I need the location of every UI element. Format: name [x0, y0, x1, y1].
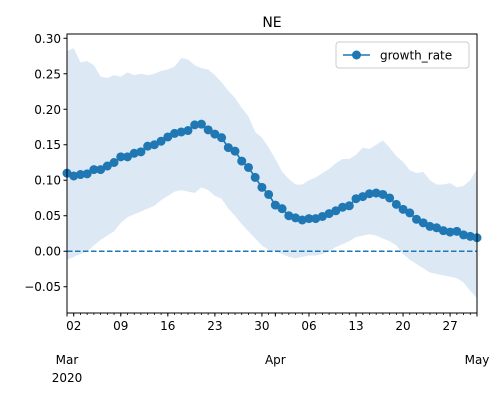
growth-rate-point	[459, 230, 469, 240]
x-week-label: 20	[395, 319, 410, 333]
growth-rate-point	[317, 211, 327, 221]
growth-rate-point	[203, 125, 213, 135]
growth-rate-point	[143, 141, 153, 151]
x-week-label: 06	[301, 319, 316, 333]
x-axis-ticks: 02 09 16 23 30 06 13 20 27 Mar 2020 Apr May	[52, 313, 490, 385]
growth-rate-point	[69, 171, 79, 181]
growth-rate-point	[270, 200, 280, 210]
legend: growth_rate	[335, 41, 470, 69]
growth-rate-point	[358, 192, 368, 202]
growth-rate-point	[210, 129, 220, 139]
growth-rate-point	[324, 209, 334, 219]
y-tick-label: 0.25	[34, 67, 61, 81]
x-week-label: 16	[160, 319, 175, 333]
growth-rate-point	[445, 227, 455, 237]
series-layer	[62, 119, 482, 243]
x-month-label: Mar	[56, 353, 79, 367]
growth-rate-point	[82, 169, 92, 179]
growth-rate-point	[136, 147, 146, 157]
growth-rate-point	[149, 140, 159, 150]
growth-rate-point	[304, 214, 314, 224]
growth-rate-point	[378, 189, 388, 199]
growth-rate-point	[391, 199, 401, 209]
growth-rate-point	[465, 231, 475, 241]
growth-rate-point	[425, 221, 435, 231]
growth-rate-point	[96, 165, 106, 175]
axes-layer	[66, 33, 478, 314]
legend-frame	[335, 41, 470, 69]
y-tick-label: 0.00	[34, 245, 61, 259]
growth-rate-point	[89, 165, 99, 175]
growth-rate-point	[257, 182, 267, 192]
growth-rate-point	[344, 201, 354, 211]
legend-marker-swatch	[352, 50, 361, 60]
growth-rate-point	[176, 127, 186, 137]
growth-rate-point	[102, 161, 112, 171]
growth-rate-point	[116, 152, 126, 162]
x-week-label: 02	[66, 319, 81, 333]
growth-rate-point	[398, 204, 408, 214]
y-axis-ticks: −0.05 0.00 0.05 0.10 0.15 0.20 0.25 0.30	[24, 32, 67, 294]
growth-rate-point	[250, 172, 260, 182]
growth-rate-point	[170, 128, 180, 138]
growth-rate-point	[223, 143, 233, 153]
plot-area-frame	[66, 33, 478, 314]
growth-rate-point	[196, 119, 206, 129]
growth-rate-point	[122, 152, 132, 162]
y-tick-label: 0.10	[34, 174, 61, 188]
legend-entry-label: growth_rate	[380, 49, 452, 63]
growth-rate-point	[264, 189, 274, 199]
growth-rate-point	[230, 146, 240, 156]
x-year-label: 2020	[52, 371, 83, 385]
growth-rate-point	[183, 126, 193, 136]
x-week-label: 27	[442, 319, 457, 333]
growth-rate-point	[156, 136, 166, 146]
y-tick-label: 0.15	[34, 138, 61, 152]
growth-rate-point	[109, 158, 119, 167]
growth-rate-point	[371, 188, 381, 198]
y-tick-label: 0.05	[34, 209, 61, 223]
growth-rate-point	[364, 189, 374, 199]
growth-rate-point	[338, 202, 348, 212]
y-tick-label: −0.05	[24, 280, 61, 294]
growth-rate-point	[418, 218, 428, 228]
growth-rate-point	[217, 133, 227, 143]
growth-rate-point	[237, 156, 247, 166]
growth-rate-point	[412, 214, 422, 224]
growth-rate-point	[277, 204, 287, 214]
growth-rate-point	[243, 162, 253, 172]
chart-title: NE	[262, 15, 281, 31]
growth-rate-point	[297, 215, 307, 225]
x-week-label: 23	[207, 319, 222, 333]
y-tick-label: 0.20	[34, 103, 61, 117]
growth-rate-point	[190, 120, 200, 130]
x-week-label: 13	[348, 319, 363, 333]
growth-rate-point	[385, 193, 395, 203]
confidence-band	[67, 48, 477, 299]
growth-rate-point	[405, 208, 415, 218]
growth-rate-point	[438, 226, 448, 236]
growth-rate-point	[163, 132, 173, 142]
y-tick-label: 0.30	[34, 32, 61, 46]
growth-rate-point	[331, 206, 341, 216]
growth-rate-point	[129, 148, 139, 158]
confidence-band-layer	[67, 48, 477, 299]
growth-rate-point	[452, 226, 462, 236]
x-month-label: May	[465, 353, 490, 367]
x-week-label: 30	[254, 319, 269, 333]
x-month-label: Apr	[265, 353, 286, 367]
growth-rate-point	[432, 223, 442, 233]
x-week-label: 09	[113, 319, 128, 333]
growth-rate-point	[75, 170, 85, 180]
